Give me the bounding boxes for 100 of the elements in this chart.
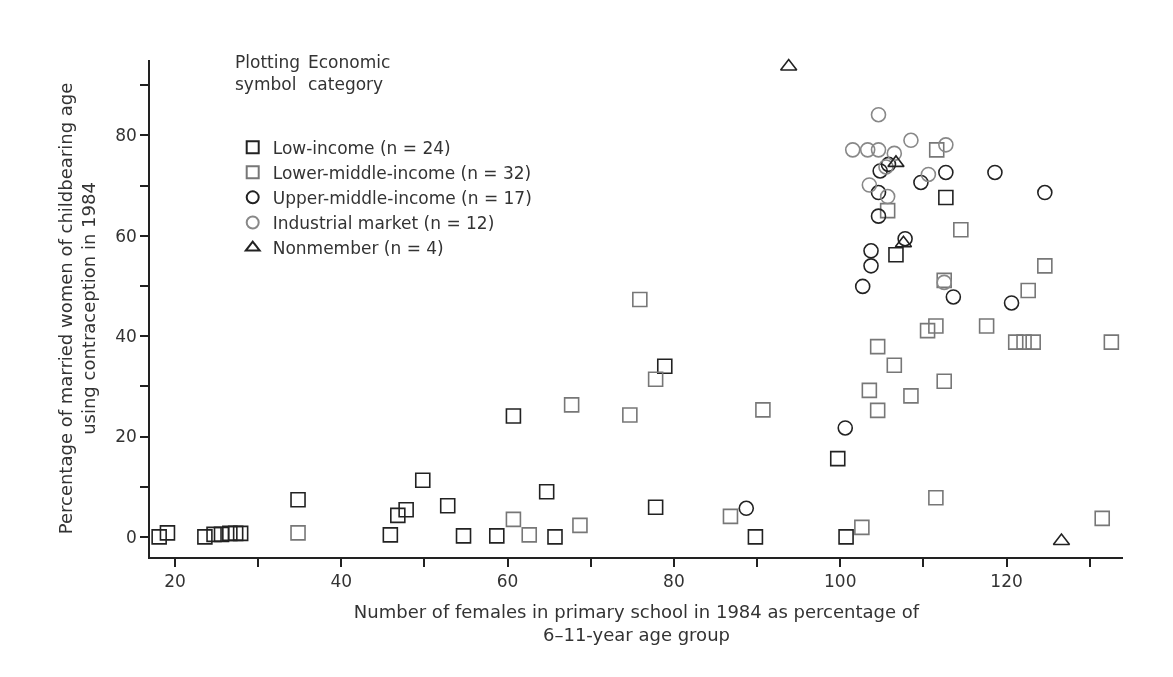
point — [1007, 334, 1024, 350]
point — [538, 483, 555, 500]
point — [870, 184, 887, 201]
point — [722, 508, 739, 525]
point — [747, 529, 764, 545]
point — [886, 145, 903, 162]
annotation: Economic category — [308, 52, 391, 95]
point — [197, 529, 213, 545]
point — [903, 388, 919, 404]
point — [1003, 295, 1020, 311]
point — [837, 420, 854, 436]
point — [1037, 258, 1053, 274]
point — [382, 527, 399, 543]
point — [622, 407, 638, 423]
legend-label: Lower-middle-income (n = 32) — [272, 162, 532, 183]
point — [928, 318, 944, 334]
point — [213, 526, 230, 543]
point — [938, 137, 954, 153]
point — [870, 106, 887, 123]
y-tick-label: 20 — [115, 426, 137, 447]
point — [222, 525, 238, 542]
point — [886, 357, 903, 374]
point — [232, 525, 249, 542]
point — [854, 278, 871, 295]
point — [897, 230, 913, 247]
point — [913, 174, 929, 191]
point — [888, 246, 904, 263]
point — [647, 499, 664, 516]
point — [879, 202, 896, 219]
point — [390, 507, 406, 524]
point — [572, 517, 588, 534]
x-tick-label: 120 — [990, 571, 1023, 592]
x-tick-label: 40 — [330, 571, 353, 592]
point — [869, 338, 886, 355]
x-tick-label: 20 — [164, 571, 186, 592]
legend-label: Upper-middle-income (n = 17) — [272, 187, 532, 208]
x-axis-title: Number of females in primary school in 1984 as percentage of 6–11-year age group — [353, 600, 920, 646]
point — [738, 500, 755, 517]
point — [455, 528, 472, 544]
point — [863, 258, 879, 274]
point — [1025, 334, 1041, 350]
y-tick-label: 60 — [115, 225, 137, 246]
point — [505, 408, 522, 424]
point — [656, 358, 673, 375]
point — [647, 371, 664, 388]
point — [206, 526, 222, 543]
point — [919, 322, 936, 339]
point — [1037, 184, 1053, 201]
point — [159, 525, 176, 541]
point — [755, 402, 771, 418]
point — [938, 189, 954, 206]
point — [1103, 334, 1120, 350]
point — [879, 188, 896, 205]
point — [953, 221, 969, 238]
point — [488, 528, 505, 544]
point — [632, 291, 648, 308]
point — [945, 289, 962, 305]
annotation: Plotting symbol — [235, 52, 300, 95]
x-tick-label: 100 — [824, 571, 857, 592]
point — [1094, 510, 1111, 527]
point — [872, 163, 888, 179]
point — [439, 497, 456, 514]
y-tick-label: 40 — [115, 326, 137, 347]
point — [978, 318, 995, 334]
point — [563, 397, 580, 413]
point — [151, 529, 167, 545]
point — [887, 155, 905, 168]
y-tick-label: 0 — [126, 526, 137, 547]
point — [505, 511, 522, 528]
point — [859, 142, 876, 158]
point — [928, 142, 945, 158]
point — [290, 525, 306, 541]
y-axis-title: Percentage of married women of childbearing age using contraception in 1984 — [54, 82, 99, 535]
point — [938, 164, 954, 181]
point — [861, 177, 878, 193]
legend-label: Industrial market (n = 12) — [272, 213, 495, 234]
point — [844, 142, 861, 158]
point — [829, 450, 846, 467]
x-tick-label: 60 — [496, 571, 519, 592]
point — [398, 502, 414, 518]
point — [227, 525, 244, 542]
point — [414, 472, 431, 488]
point — [863, 242, 879, 259]
x-tick-label: 80 — [663, 571, 685, 592]
point — [854, 519, 870, 536]
point — [987, 164, 1003, 181]
point — [903, 132, 919, 149]
point — [936, 373, 952, 390]
legend-label: Nonmember (n = 4) — [272, 238, 444, 259]
point — [928, 489, 944, 506]
point — [861, 382, 878, 399]
point — [838, 529, 854, 545]
point — [1020, 282, 1036, 299]
point — [521, 527, 538, 543]
point — [870, 208, 887, 224]
point — [869, 402, 886, 419]
point — [920, 166, 937, 183]
point — [290, 491, 306, 508]
legend-label: Low-income (n = 24) — [272, 137, 451, 158]
y-tick-label: 80 — [115, 125, 137, 146]
